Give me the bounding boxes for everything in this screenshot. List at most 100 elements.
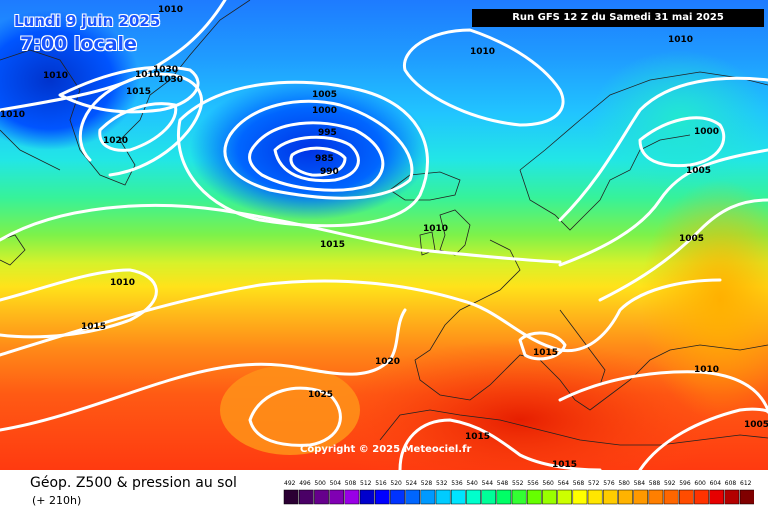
legend-tick-label: 536 <box>451 480 463 487</box>
legend-swatch <box>557 489 573 505</box>
legend-tick-label: 516 <box>375 480 387 487</box>
weather-map: 1010 1010 1010 1030 1030 1010 1015 1020 … <box>0 0 768 470</box>
color-legend: 492 496 500 504 508 512 516 520 524 528 532 536 540 5… <box>282 478 755 512</box>
pressure-label: 1000 <box>312 106 337 116</box>
legend-swatch <box>314 489 329 505</box>
pressure-label: 1015 <box>552 460 577 470</box>
legend-swatch <box>511 489 527 505</box>
legend-swatch <box>466 489 481 505</box>
legend-tick-label: 608 <box>725 480 737 487</box>
legend-tick-label: 612 <box>740 480 752 487</box>
pressure-label: 1010 <box>694 365 719 375</box>
pressure-label: 1025 <box>308 390 333 400</box>
legend-swatch <box>709 489 725 505</box>
copyright-notice: Copyright © 2025 Meteociel.fr <box>300 444 472 455</box>
map-footer: Géop. Z500 & pression au sol (+ 210h) 49… <box>0 470 768 512</box>
pressure-label: 1030 <box>153 65 178 75</box>
legend-swatch <box>633 489 649 505</box>
legend-tick-label: 520 <box>390 480 402 487</box>
legend-swatch <box>678 489 694 505</box>
legend-tick-label: 572 <box>588 480 600 487</box>
pressure-label: 1010 <box>158 5 183 15</box>
legend-swatch <box>359 489 375 505</box>
legend-swatch <box>724 489 740 505</box>
legend-swatch <box>526 489 542 505</box>
pressure-label: 1010 <box>0 110 25 120</box>
legend-swatch <box>450 489 466 505</box>
pressure-label: 1015 <box>465 432 490 442</box>
legend-tick-label: 600 <box>694 480 706 487</box>
pressure-label: 1010 <box>470 47 495 57</box>
legend-tick-label: 576 <box>603 480 615 487</box>
pressure-label: 990 <box>320 167 339 177</box>
legend-tick-label: 492 <box>284 480 296 487</box>
pressure-label: 985 <box>315 154 334 164</box>
pressure-label: 1005 <box>679 234 704 244</box>
legend-swatch <box>618 489 633 505</box>
legend-tick-label: 588 <box>649 480 661 487</box>
forecast-date: Lundi 9 juin 2025 <box>14 12 161 30</box>
legend-swatch <box>572 489 588 505</box>
pressure-label: 1015 <box>81 322 106 332</box>
legend-tick-label: 580 <box>618 480 630 487</box>
legend-swatch <box>390 489 405 505</box>
legend-swatch <box>374 489 390 505</box>
legend-tick-label: 568 <box>573 480 585 487</box>
legend-swatch <box>298 489 314 505</box>
pressure-label: 1010 <box>110 278 135 288</box>
legend-swatch <box>420 489 436 505</box>
legend-tick-label: 528 <box>421 480 433 487</box>
legend-swatch <box>405 489 421 505</box>
legend-tick-label: 512 <box>360 480 372 487</box>
pressure-label: 1010 <box>423 224 448 234</box>
legend-swatch <box>344 489 360 505</box>
pressure-label: 1030 <box>158 75 183 85</box>
legend-swatch <box>435 489 451 505</box>
legend-tick-label: 532 <box>436 480 448 487</box>
legend-tick-label: 564 <box>558 480 570 487</box>
pressure-label: 1010 <box>668 35 693 45</box>
pressure-label: 1020 <box>375 357 400 367</box>
legend-swatch <box>663 489 679 505</box>
pressure-label: 1015 <box>126 87 151 97</box>
legend-tick-label: 544 <box>482 480 494 487</box>
legend-swatch <box>481 489 497 505</box>
pressure-label: 1005 <box>686 166 711 176</box>
forecast-time: 7:00 locale <box>20 33 137 55</box>
legend-swatch <box>694 489 709 505</box>
model-run-banner: Run GFS 12 Z du Samedi 31 mai 2025 <box>472 9 764 27</box>
pressure-label: 1015 <box>320 240 345 250</box>
legend-swatch <box>739 489 755 505</box>
legend-swatch <box>587 489 603 505</box>
legend-swatch <box>542 489 557 505</box>
pressure-label: 1010 <box>135 70 160 80</box>
legend-swatch <box>602 489 618 505</box>
legend-tick-label: 496 <box>299 480 311 487</box>
pressure-label: 1000 <box>694 127 719 137</box>
legend-tick-label: 508 <box>345 480 357 487</box>
legend-tick-label: 604 <box>710 480 722 487</box>
isobars <box>0 0 768 470</box>
pressure-label: 1015 <box>533 348 558 358</box>
pressure-label: 1020 <box>103 136 128 146</box>
legend-swatch <box>648 489 664 505</box>
legend-tick-label: 524 <box>406 480 418 487</box>
legend-tick-label: 540 <box>466 480 478 487</box>
legend-tick-label: 592 <box>664 480 676 487</box>
legend-tick-label: 500 <box>314 480 326 487</box>
legend-swatch <box>496 489 512 505</box>
pressure-label: 1005 <box>744 420 768 430</box>
pressure-label: 995 <box>318 128 337 138</box>
pressure-labels: 1010 1010 1010 1030 1030 1010 1015 1020 … <box>0 5 768 470</box>
pressure-label: 1010 <box>43 71 68 81</box>
legend-tick-label: 504 <box>330 480 342 487</box>
legend-tick-label: 556 <box>527 480 539 487</box>
legend-tick-label: 552 <box>512 480 524 487</box>
legend-tick-label: 560 <box>542 480 554 487</box>
legend-swatch <box>329 489 345 505</box>
legend-tick-label: 548 <box>497 480 509 487</box>
legend-swatch <box>283 489 299 505</box>
map-title: Géop. Z500 & pression au sol <box>30 475 237 491</box>
legend-tick-label: 584 <box>634 480 646 487</box>
pressure-label: 1005 <box>312 90 337 100</box>
